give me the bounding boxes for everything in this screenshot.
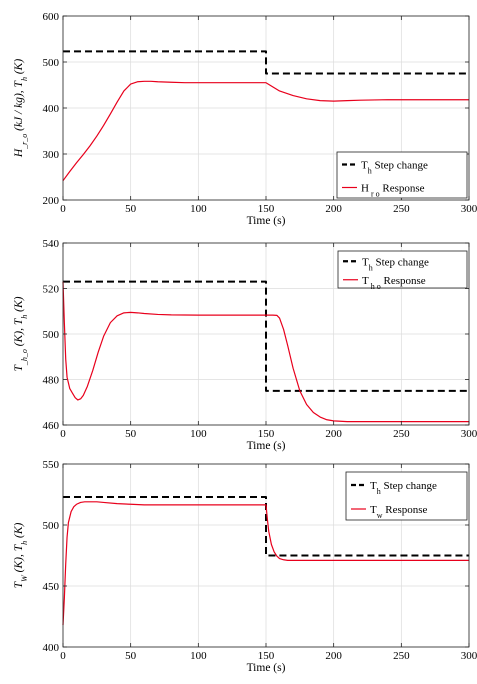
y-tick-label: 450: [43, 581, 60, 593]
legend-entry-label: T h o Response: [362, 275, 426, 291]
x-tick-label: 250: [393, 203, 410, 215]
x-tick-label: 300: [461, 650, 477, 662]
y-tick-label: 520: [43, 284, 60, 296]
y-tick-label: 460: [43, 420, 60, 432]
x-tick-label: 50: [125, 428, 137, 440]
x-tick-label: 250: [393, 428, 410, 440]
legend-box: [345, 471, 468, 521]
series-line-step-change: [63, 280, 469, 392]
chart-panel-3: 0 50 100 150 200 250 300 400 450 500 550 Time (s) TW…: [13, 459, 477, 674]
x-tick-label: 200: [325, 428, 342, 440]
y-tick-label: 500: [43, 57, 60, 69]
y-tick-label: 480: [43, 375, 60, 387]
y-tick-label: 400: [43, 642, 60, 654]
y-axis-label: T_h_o (K), Th (K): [13, 296, 29, 371]
legend-entry-label: Th Step change: [362, 256, 429, 272]
y-axis-label: H_r_o (kJ / kg), Th (K): [13, 59, 29, 159]
legend: Th Step change T h o Response: [337, 250, 468, 291]
series-line-response: [62, 501, 469, 626]
x-tick-label: 50: [125, 203, 137, 215]
y-tick-label: 200: [43, 195, 60, 207]
chart-panel-1: 0 50 100 150 200 250 300 200 300 400 500 600 Time (s…: [13, 11, 477, 227]
y-tick-label: 540: [43, 238, 60, 250]
y-axis-label: TW (K), Th (K): [13, 523, 29, 589]
x-axis-label: Time (s): [247, 440, 286, 452]
chart-panel-2: 0 50 100 150 200 250 300 460 480 500 520 540 Time (s…: [13, 238, 477, 452]
x-tick-label: 250: [393, 650, 410, 662]
x-tick-label: 200: [325, 203, 342, 215]
x-tick-label: 100: [190, 203, 207, 215]
x-axis-label: Time (s): [247, 215, 286, 227]
series-line-response: [62, 80, 469, 182]
y-tick-label: 500: [43, 329, 60, 341]
x-tick-label: 300: [461, 203, 477, 215]
legend: Th Step change H r o Response: [336, 151, 468, 199]
series-line-response: [62, 281, 469, 423]
y-tick-label: 550: [43, 459, 60, 471]
x-axis-label: Time (s): [247, 662, 286, 674]
series-line-step-change: [63, 50, 469, 75]
x-tick-label: 0: [60, 203, 66, 215]
y-tick-label: 400: [43, 103, 60, 115]
x-tick-label: 100: [190, 650, 207, 662]
x-tick-label: 50: [125, 650, 137, 662]
legend-entry-label: H r o Response: [361, 183, 425, 199]
y-tick-label: 600: [43, 11, 60, 23]
legend-entry-label: Th Step change: [361, 160, 428, 176]
y-tick-label: 300: [43, 149, 60, 161]
x-tick-label: 150: [258, 428, 275, 440]
x-tick-label: 0: [60, 650, 66, 662]
legend-entry-label: Tw Response: [370, 504, 428, 520]
legend: Th Step change Tw Response: [345, 471, 468, 521]
legend-entry-label: Th Step change: [370, 480, 437, 496]
x-tick-label: 300: [461, 428, 477, 440]
x-tick-label: 150: [258, 203, 275, 215]
legend-box: [337, 250, 468, 289]
x-tick-label: 0: [60, 428, 66, 440]
y-tick-label: 500: [43, 520, 60, 532]
x-tick-label: 100: [190, 428, 207, 440]
legend-box: [336, 151, 468, 199]
x-tick-label: 150: [258, 650, 275, 662]
series-line-step-change: [63, 495, 469, 557]
x-tick-label: 200: [325, 650, 342, 662]
